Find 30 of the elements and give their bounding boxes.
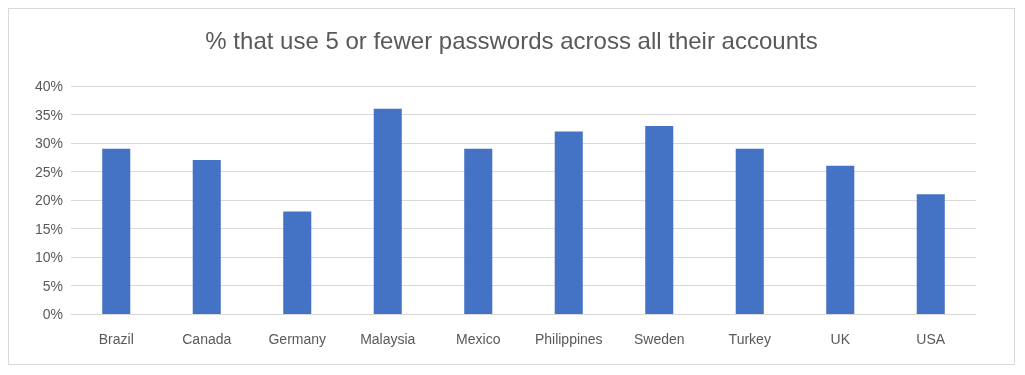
x-tick-label: Brazil <box>98 331 134 347</box>
y-tick-label: 20% <box>34 192 63 208</box>
bar <box>283 211 312 314</box>
x-tick-label: UK <box>830 331 851 347</box>
y-tick-label: 35% <box>34 106 63 123</box>
x-tick-label: Turkey <box>728 331 771 347</box>
chart-title: % that use 5 or fewer passwords across all their accounts <box>205 26 818 54</box>
x-tick-label: Canada <box>182 331 232 347</box>
x-tick-label: Philippines <box>534 331 603 347</box>
x-tick-label: Sweden <box>633 331 685 347</box>
y-tick-label: 30% <box>34 135 63 151</box>
x-tick-label: Germany <box>268 331 327 347</box>
x-tick-label: USA <box>916 331 946 347</box>
bar <box>645 125 674 314</box>
y-tick-label: 40% <box>34 78 63 94</box>
y-tick-label: 5% <box>42 277 63 294</box>
bar <box>826 165 855 314</box>
bar <box>735 148 764 314</box>
bar <box>464 148 493 314</box>
bar <box>373 108 402 314</box>
bar <box>916 194 945 314</box>
bar <box>192 160 221 314</box>
y-tick-label: 10% <box>34 249 63 265</box>
y-tick-label: 15% <box>34 220 63 237</box>
x-tick-label: Mexico <box>456 331 501 347</box>
y-tick-label: 0% <box>42 306 63 322</box>
x-tick-label: Malaysia <box>360 331 416 347</box>
bar <box>102 148 131 314</box>
bar <box>554 131 583 314</box>
y-tick-label: 25% <box>34 163 63 180</box>
